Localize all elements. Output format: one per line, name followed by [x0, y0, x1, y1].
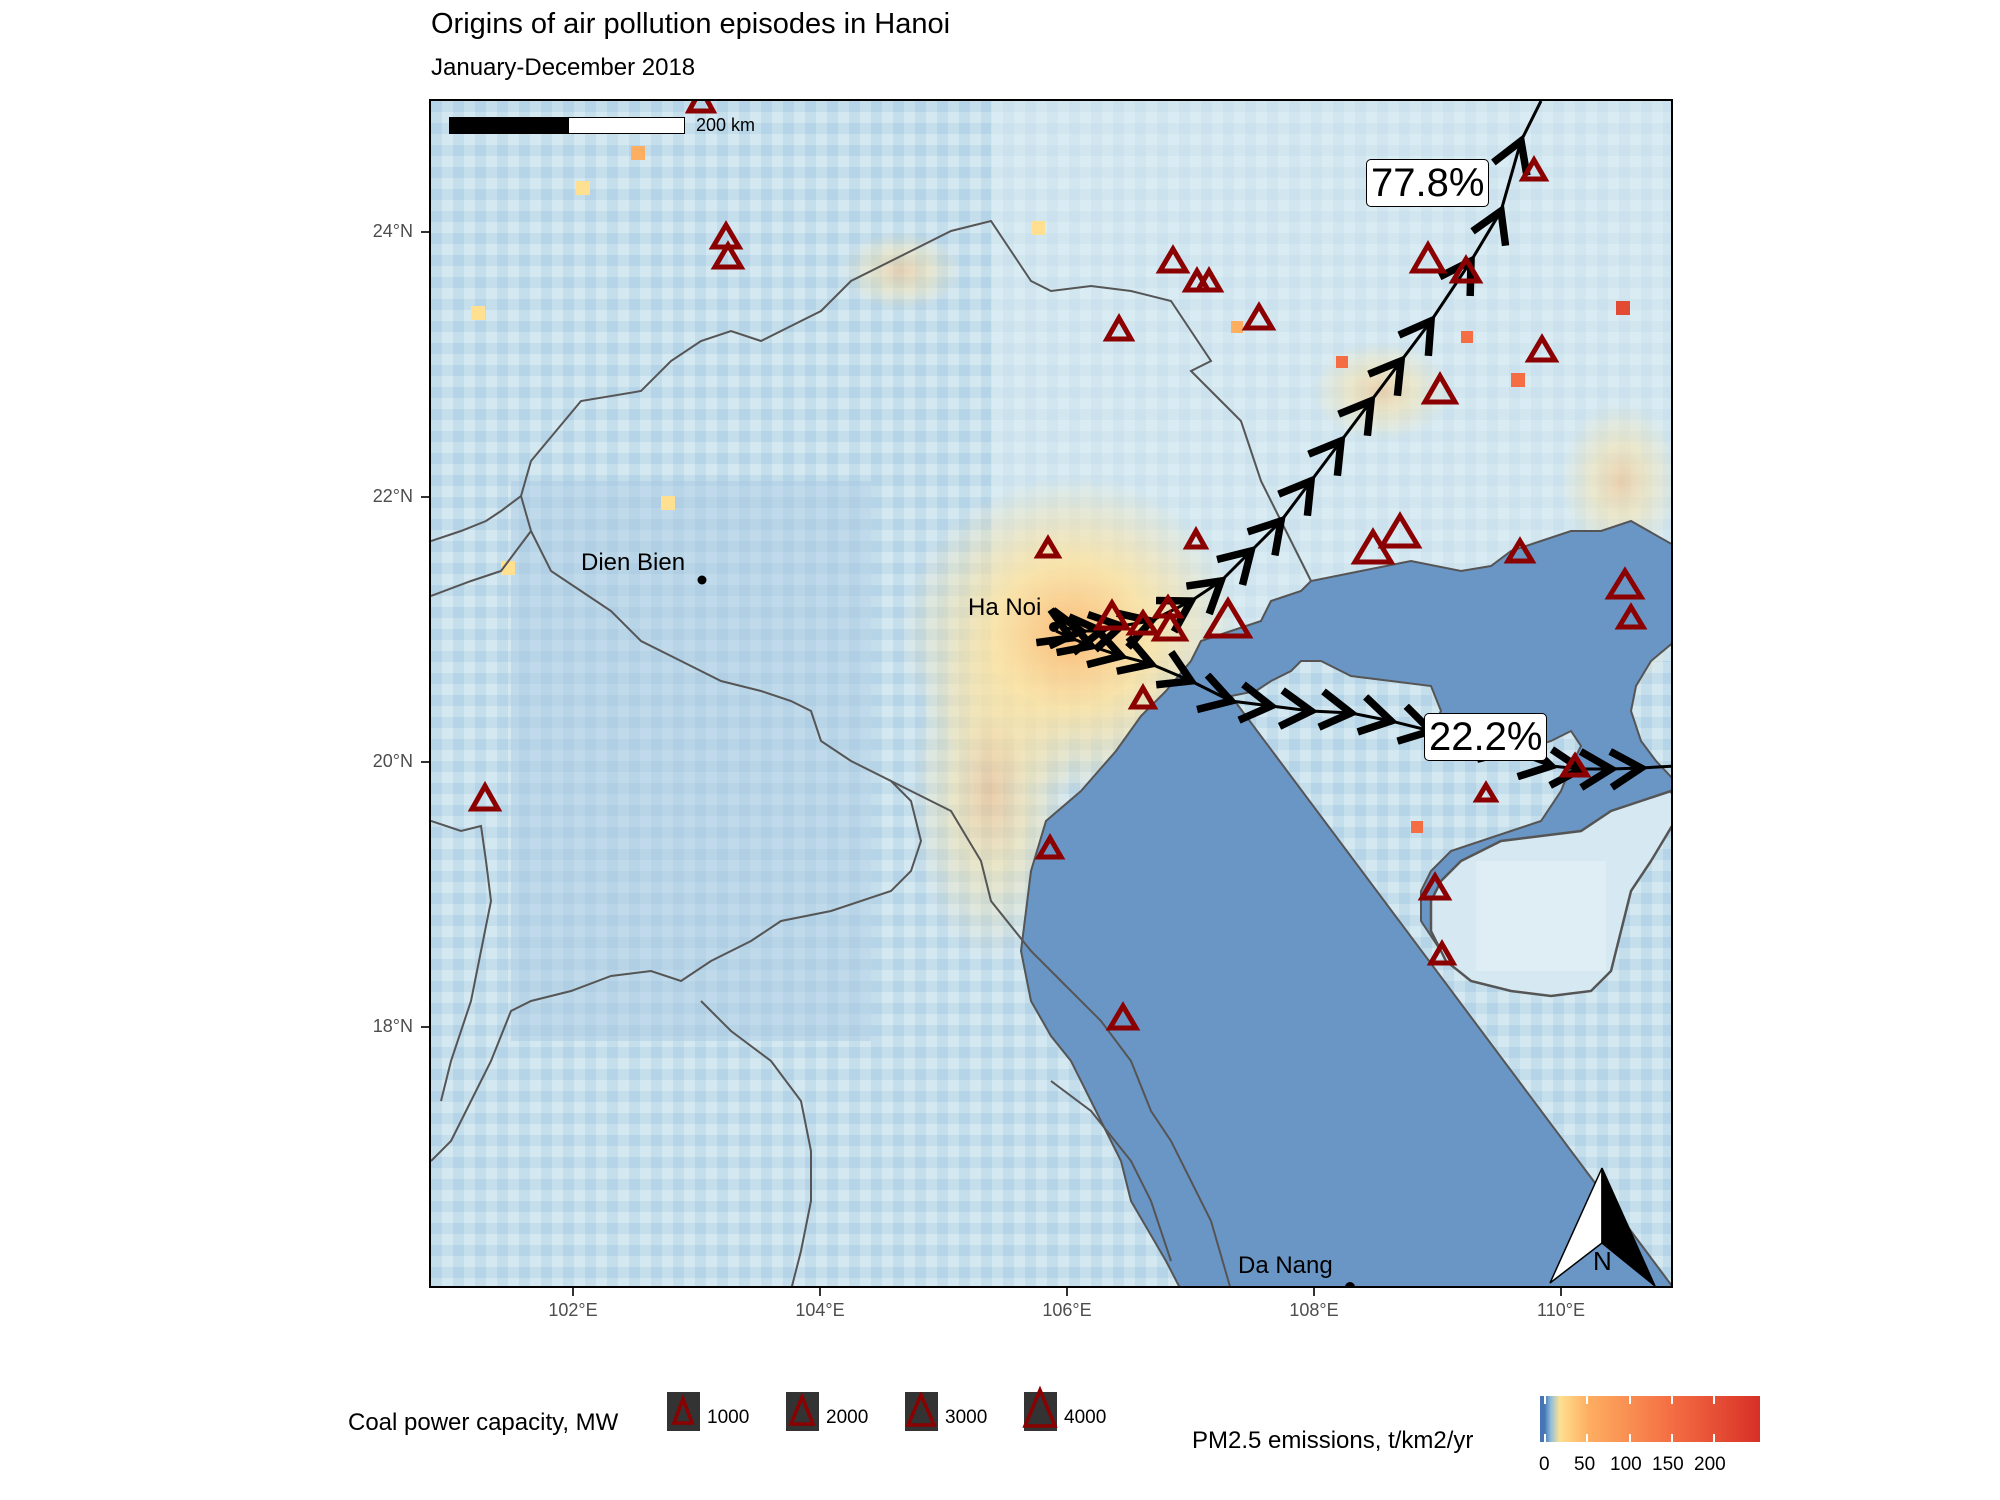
triangle-icon [1022, 1385, 1058, 1428]
pm-legend-title: PM2.5 emissions, t/km2/yr [1192, 1427, 1474, 1454]
scale-bar-label: 200 km [696, 115, 756, 135]
triangle-icon [671, 1394, 695, 1425]
coal-legend-label: 2000 [826, 1407, 869, 1428]
north-arrow-icon [1549, 1167, 1656, 1286]
dien-bien-dot [697, 575, 707, 585]
y-tick-mark [421, 761, 429, 763]
place-label-da-nang: Da Nang [1238, 1252, 1333, 1279]
x-tick-108: 108°E [1289, 1300, 1339, 1320]
chart-subtitle: January-December 2018 [431, 54, 696, 81]
map-panel: Dien Bien Ha Noi Da Nang N 77.8% 22.2% [429, 99, 1673, 1288]
coal-legend-key-4000 [1022, 1385, 1058, 1431]
x-tick-104: 104°E [795, 1300, 845, 1320]
y-tick-24: 24°N [372, 221, 413, 241]
y-tick-22: 22°N [372, 486, 413, 506]
place-label-dien-bien: Dien Bien [581, 549, 686, 576]
x-tick-mark [819, 1288, 821, 1296]
coal-plants [467, 101, 1648, 1031]
map-canvas [431, 101, 1671, 1286]
coal-legend-label: 1000 [707, 1407, 750, 1428]
trajectory-share-north: 77.8% [1366, 159, 1490, 207]
coal-legend-title: Coal power capacity, MW [348, 1409, 619, 1436]
x-tick-mark [1066, 1288, 1068, 1296]
triangle-icon [788, 1392, 816, 1426]
place-label-ha-noi: Ha Noi [968, 594, 1042, 621]
chart-title: Origins of air pollution episodes in Han… [431, 8, 951, 40]
trajectory-share-east: 22.2% [1424, 713, 1548, 761]
y-tick-20: 20°N [372, 751, 413, 771]
y-tick-mark [421, 496, 429, 498]
triangle-icon [905, 1390, 937, 1427]
pm-tick-150: 150 [1652, 1454, 1684, 1475]
pm-tick-100: 100 [1610, 1454, 1642, 1475]
north-arrow-label: N [1593, 1246, 1612, 1276]
coal-legend-key-1000 [667, 1392, 700, 1431]
x-tick-110: 110°E [1537, 1300, 1585, 1320]
pm-colorbar [1540, 1396, 1760, 1442]
ha-noi-dot [1049, 622, 1059, 632]
x-tick-102: 102°E [548, 1300, 598, 1320]
pm-tick-0: 0 [1539, 1454, 1550, 1475]
x-tick-mark [572, 1288, 574, 1296]
y-tick-mark [421, 1026, 429, 1028]
x-tick-106: 106°E [1042, 1300, 1092, 1320]
pm-tick-50: 50 [1574, 1454, 1596, 1475]
x-tick-mark [1313, 1288, 1315, 1296]
y-tick-18: 18°N [372, 1016, 413, 1036]
coal-legend-key-2000 [786, 1392, 819, 1431]
x-tick-mark [1560, 1288, 1562, 1296]
coal-legend-label: 3000 [945, 1407, 988, 1428]
pm-tick-200: 200 [1694, 1454, 1726, 1475]
y-tick-mark [421, 231, 429, 233]
scale-bar [449, 117, 685, 134]
coal-legend-key-3000 [905, 1390, 938, 1431]
coal-legend-label: 4000 [1064, 1407, 1107, 1428]
da-nang-dot [1345, 1282, 1355, 1286]
